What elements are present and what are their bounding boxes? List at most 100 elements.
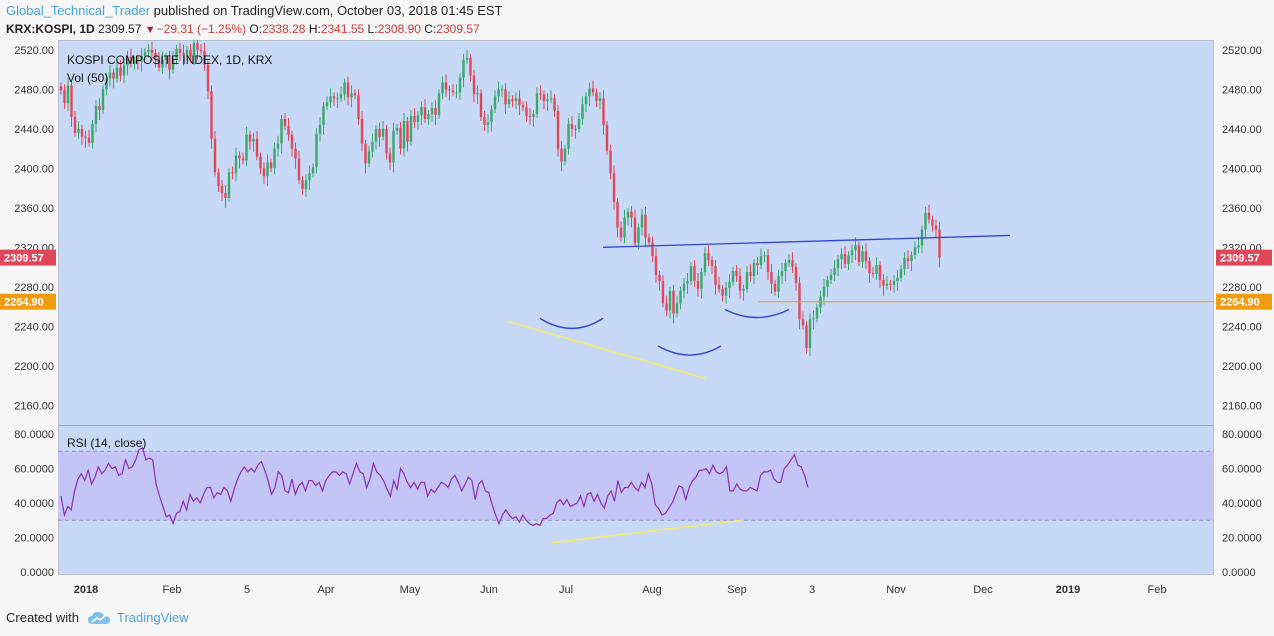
- candle: [259, 156, 262, 169]
- candle: [234, 155, 238, 174]
- candle: [504, 89, 507, 105]
- candle: [871, 272, 875, 274]
- candle: [409, 116, 413, 142]
- candle: [906, 258, 910, 262]
- candle: [451, 90, 455, 93]
- author-link[interactable]: Global_Technical_Trader: [6, 3, 151, 18]
- candle: [700, 271, 703, 289]
- candle: [647, 237, 651, 243]
- candle: [203, 50, 206, 65]
- candle: [542, 94, 546, 102]
- candle: [332, 96, 336, 99]
- candle: [857, 245, 861, 263]
- candle: [266, 162, 269, 177]
- candle: [633, 217, 637, 244]
- candle: [108, 72, 112, 79]
- candle: [532, 114, 535, 117]
- candle: [738, 275, 742, 291]
- candle: [703, 253, 707, 272]
- candle: [640, 214, 644, 228]
- candle: [70, 85, 73, 117]
- candle: [777, 275, 780, 292]
- candle: [745, 271, 749, 289]
- candle: [490, 109, 493, 122]
- candle: [147, 49, 150, 52]
- x-tick-label: 5: [244, 584, 250, 596]
- x-tick-label: Jul: [559, 584, 573, 596]
- price-chart[interactable]: 2520.00 2520.00 2480.00 2480.00 2440.00 2440.…: [0, 40, 1274, 606]
- candle: [378, 128, 381, 137]
- candle: [448, 89, 451, 91]
- candle: [850, 250, 854, 256]
- candle: [315, 133, 318, 168]
- candle: [269, 162, 273, 169]
- candle: [367, 151, 371, 164]
- candle: [350, 93, 353, 98]
- candle: [360, 118, 364, 144]
- x-tick-label: Aug: [642, 584, 662, 596]
- candle: [101, 89, 105, 111]
- candle: [805, 325, 808, 348]
- candle: [458, 77, 462, 93]
- candle: [392, 130, 395, 163]
- candle: [875, 265, 878, 274]
- candle: [112, 72, 115, 79]
- candle: [329, 96, 332, 103]
- x-tick-label: Dec: [973, 584, 993, 596]
- candle: [742, 288, 745, 291]
- candle: [721, 288, 724, 296]
- y-tick-label-left: 2200.00: [14, 361, 54, 373]
- candle: [213, 138, 217, 173]
- candle: [612, 173, 616, 202]
- candle: [686, 280, 689, 284]
- candle: [560, 148, 563, 162]
- candle: [248, 134, 252, 142]
- candle: [882, 279, 885, 286]
- candle: [66, 85, 70, 104]
- candle: [892, 280, 896, 285]
- candle: [63, 90, 66, 104]
- candle: [696, 280, 700, 289]
- candle: [84, 136, 87, 138]
- candle: [903, 258, 906, 270]
- symbol-label: KRX:KOSPI, 1D: [6, 22, 95, 36]
- candle: [784, 263, 787, 271]
- y-tick-label-right: 2360.00: [1222, 203, 1262, 215]
- x-tick-label: Feb: [163, 584, 182, 596]
- candle: [756, 263, 759, 266]
- candle: [210, 91, 213, 139]
- rsi-tick-label-right: 80.0000: [1222, 429, 1262, 441]
- candle: [252, 138, 255, 142]
- candle: [406, 120, 409, 142]
- support-price-tag-left-bg: [0, 293, 56, 310]
- low-value: 2308.90: [377, 22, 421, 36]
- tradingview-brand-link[interactable]: TradingView: [116, 610, 189, 625]
- candle: [861, 251, 864, 263]
- x-tick-label: Sep: [727, 584, 747, 596]
- open-label: O:: [249, 22, 263, 36]
- x-tick-label: Feb: [1148, 584, 1167, 596]
- candle: [525, 107, 528, 117]
- candle: [546, 99, 549, 102]
- candle: [290, 134, 294, 149]
- candle: [665, 303, 668, 311]
- candle: [766, 255, 770, 272]
- candle: [668, 290, 672, 311]
- last-price-tag-right: 2309.57: [1220, 253, 1260, 265]
- candle: [73, 117, 77, 133]
- candle: [658, 274, 661, 281]
- candle: [136, 60, 140, 62]
- candle: [798, 282, 801, 320]
- candle: [661, 280, 665, 304]
- support-price-tag-right-bg: [1216, 293, 1272, 310]
- candle: [182, 52, 185, 56]
- candle: [822, 286, 826, 297]
- candle: [679, 290, 682, 304]
- candle: [371, 141, 374, 152]
- candle: [157, 57, 161, 68]
- last-price-tag-left: 2309.57: [4, 253, 44, 265]
- high-label: H:: [308, 22, 321, 36]
- candle: [199, 49, 203, 51]
- candle: [591, 88, 595, 93]
- rsi-tick-label-right: 20.0000: [1222, 533, 1262, 545]
